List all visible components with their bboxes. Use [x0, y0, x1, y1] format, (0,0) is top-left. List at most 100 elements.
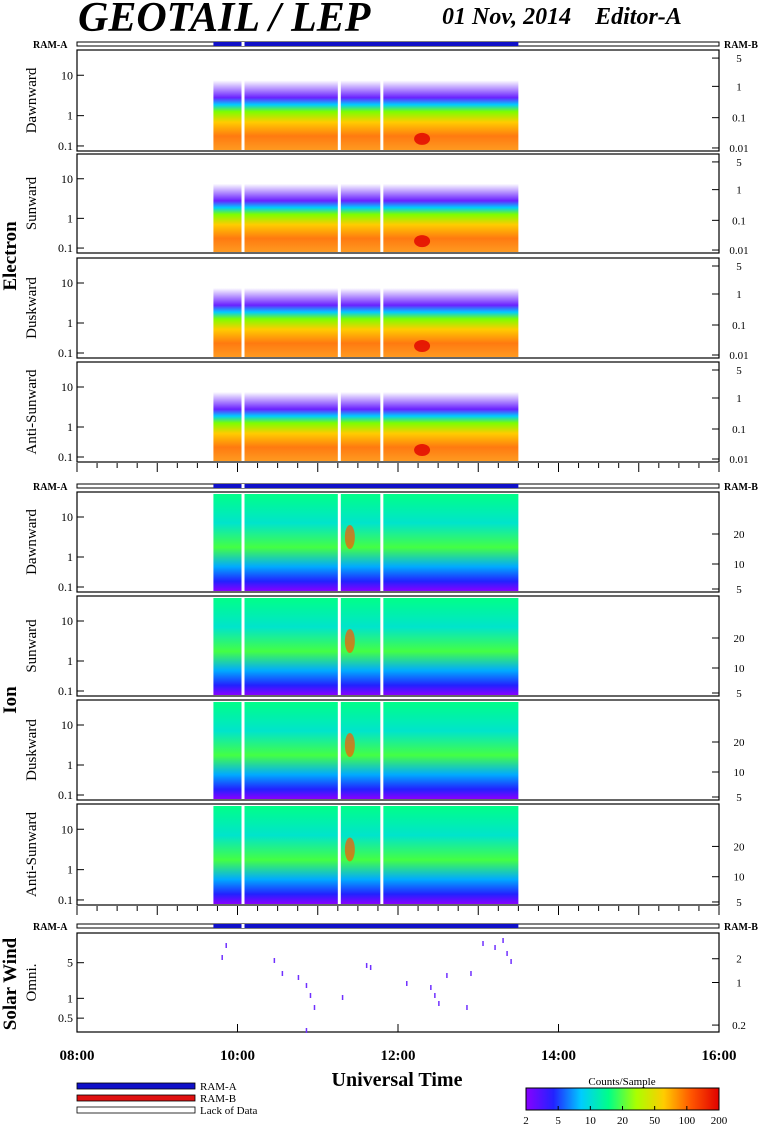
left-tick-label: 10	[61, 614, 73, 628]
left-tick-label: 0.1	[58, 241, 73, 255]
spectrogram-fill	[213, 494, 519, 591]
right-tick-label: 5	[736, 792, 742, 804]
spectrogram-fill	[213, 702, 519, 799]
left-tick-label: 10	[61, 172, 73, 186]
data-point	[506, 951, 508, 956]
right-tick-label: 0.1	[732, 320, 746, 332]
left-tick-label: 10	[61, 510, 73, 524]
panel-group: Omni. 5 1 0.5 2 1 0.2 Solar Wind	[0, 932, 746, 1033]
panel: Dawnward 10 1 0.1 20 10 5	[24, 491, 746, 596]
left-tick-label: 1	[67, 420, 73, 434]
data-point	[430, 985, 432, 990]
data-point	[446, 973, 448, 978]
left-tick-label: 0.1	[58, 684, 73, 698]
right-tick-label: 20	[734, 841, 746, 853]
spectrogram-peak	[414, 444, 431, 456]
panel-ylabel: Sunward	[24, 176, 40, 230]
data-point	[313, 1005, 316, 1010]
legend-swatch	[76, 1082, 196, 1090]
status-bar: RAM-A RAM-B	[33, 922, 758, 933]
left-tick-label: 1	[67, 550, 73, 564]
panel: Sunward 10 1 0.1 5 1 0.1 0.01	[24, 153, 749, 257]
left-tick-label: 5	[67, 956, 73, 970]
data-gap	[380, 363, 384, 461]
right-tick-label: 5	[736, 365, 742, 377]
right-tick-label: 20	[734, 529, 746, 541]
colorbar-tick-label: 5	[555, 1115, 561, 1127]
left-tick-label: 0.1	[58, 450, 73, 464]
status-bar-ram-a	[213, 484, 519, 488]
right-tick-label: 0.01	[729, 245, 748, 257]
panel-ylabel: Omni.	[24, 964, 40, 1002]
data-point	[502, 938, 504, 943]
spectrogram-peak	[344, 525, 355, 549]
data-gap	[380, 155, 384, 252]
panel-ylabel: Dawnward	[24, 509, 40, 575]
data-gap	[380, 701, 384, 799]
legend-swatch	[76, 1094, 196, 1102]
data-gap	[241, 597, 245, 695]
panel: Dawnward 10 1 0.1 5 1 0.1 0.01	[24, 49, 749, 155]
status-bar: RAM-A RAM-B	[33, 40, 758, 51]
colorbar-tick-label: 2	[523, 1115, 529, 1127]
data-gap	[380, 805, 384, 904]
left-tick-label: 1	[67, 109, 73, 123]
right-tick-label: 1	[736, 185, 742, 197]
right-tick-label: 1	[736, 393, 742, 405]
status-bar-right-label: RAM-B	[724, 40, 758, 51]
data-point	[225, 943, 227, 948]
status-bar-left-label: RAM-A	[33, 40, 68, 51]
panel-ylabel: Duskward	[24, 277, 40, 339]
spectrogram-fill	[213, 80, 519, 150]
right-tick-label: 0.01	[729, 143, 748, 155]
data-gap	[241, 805, 245, 904]
colorbar-tick-label: 10	[585, 1115, 597, 1127]
data-point	[369, 965, 372, 970]
panel-ylabel: Anti-Sunward	[24, 812, 40, 897]
data-point	[341, 995, 344, 1000]
right-tick-label: 5	[736, 897, 742, 909]
x-tick-label: 08:00	[60, 1048, 95, 1064]
right-tick-label: 0.01	[729, 454, 748, 466]
panel-ylabel: Dawnward	[24, 67, 40, 133]
right-tick-label: 0.01	[729, 350, 748, 362]
spectrogram-fill	[213, 392, 519, 461]
left-tick-label: 0.5	[58, 1011, 73, 1025]
spectrogram-fill	[213, 183, 519, 252]
x-tick-label: 16:00	[702, 1048, 737, 1064]
legend-label: Lack of Data	[200, 1105, 258, 1117]
left-tick-label: 10	[61, 718, 73, 732]
left-tick-label: 0.1	[58, 893, 73, 907]
left-tick-label: 1	[67, 863, 73, 877]
data-gap	[337, 155, 341, 252]
data-point	[273, 958, 276, 963]
panel-frame	[76, 932, 720, 1033]
panel-ylabel: Duskward	[24, 719, 40, 781]
panel: Duskward 10 1 0.1 20 10 5	[24, 699, 745, 804]
right-tick-label: 0.1	[732, 215, 746, 227]
left-tick-label: 10	[61, 822, 73, 836]
status-bar-right-label: RAM-B	[724, 922, 758, 933]
data-point	[281, 971, 284, 976]
data-gap	[241, 363, 245, 461]
right-tick-label: 5	[736, 53, 742, 65]
colorbar-tick-label: 200	[711, 1115, 728, 1127]
left-tick-label: 10	[61, 68, 73, 82]
data-gap	[241, 259, 245, 357]
data-point	[406, 981, 408, 986]
data-gap	[337, 259, 341, 357]
right-tick-label: 1	[736, 978, 742, 990]
data-point	[482, 941, 484, 946]
status-bar-gap	[241, 924, 245, 928]
date-label: 01 Nov, 2014	[442, 4, 572, 30]
data-point	[365, 963, 368, 968]
spectrogram-fill	[213, 288, 519, 357]
colorbar-tick-label: 50	[649, 1115, 661, 1127]
right-tick-label: 5	[736, 157, 742, 169]
left-tick-label: 0.1	[58, 788, 73, 802]
right-tick-label: 5	[736, 584, 742, 596]
left-tick-label: 10	[61, 380, 73, 394]
data-gap	[241, 701, 245, 799]
right-tick-label: 10	[734, 872, 746, 884]
